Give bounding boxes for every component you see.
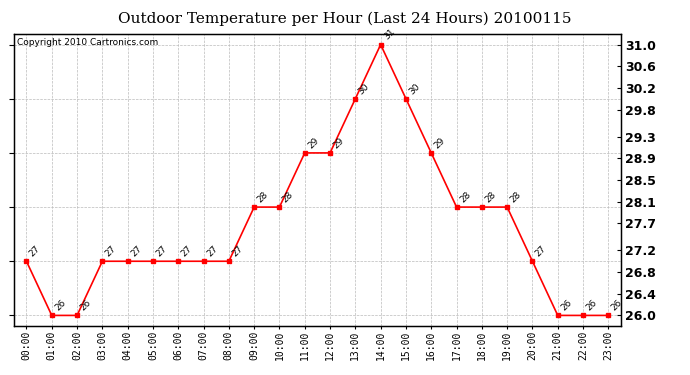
- Text: 28: 28: [509, 190, 523, 204]
- Text: 27: 27: [104, 244, 118, 258]
- Text: 26: 26: [79, 298, 93, 313]
- Text: 27: 27: [129, 244, 144, 258]
- Text: 28: 28: [281, 190, 295, 204]
- Text: 26: 26: [53, 298, 68, 313]
- Text: 28: 28: [255, 190, 270, 204]
- Text: Copyright 2010 Cartronics.com: Copyright 2010 Cartronics.com: [17, 38, 158, 47]
- Text: 27: 27: [155, 244, 169, 258]
- Text: 29: 29: [331, 136, 346, 150]
- Text: 30: 30: [407, 81, 422, 96]
- Text: 27: 27: [205, 244, 219, 258]
- Text: 26: 26: [559, 298, 573, 313]
- Text: 29: 29: [306, 136, 321, 150]
- Text: 27: 27: [28, 244, 42, 258]
- Text: Outdoor Temperature per Hour (Last 24 Hours) 20100115: Outdoor Temperature per Hour (Last 24 Ho…: [118, 11, 572, 26]
- Text: 28: 28: [458, 190, 473, 204]
- Text: 31: 31: [382, 27, 397, 42]
- Text: 26: 26: [610, 298, 624, 313]
- Text: 27: 27: [230, 244, 245, 258]
- Text: 26: 26: [584, 298, 599, 313]
- Text: 29: 29: [433, 136, 447, 150]
- Text: 30: 30: [357, 81, 371, 96]
- Text: 28: 28: [483, 190, 497, 204]
- Text: 27: 27: [179, 244, 194, 258]
- Text: 27: 27: [534, 244, 549, 258]
